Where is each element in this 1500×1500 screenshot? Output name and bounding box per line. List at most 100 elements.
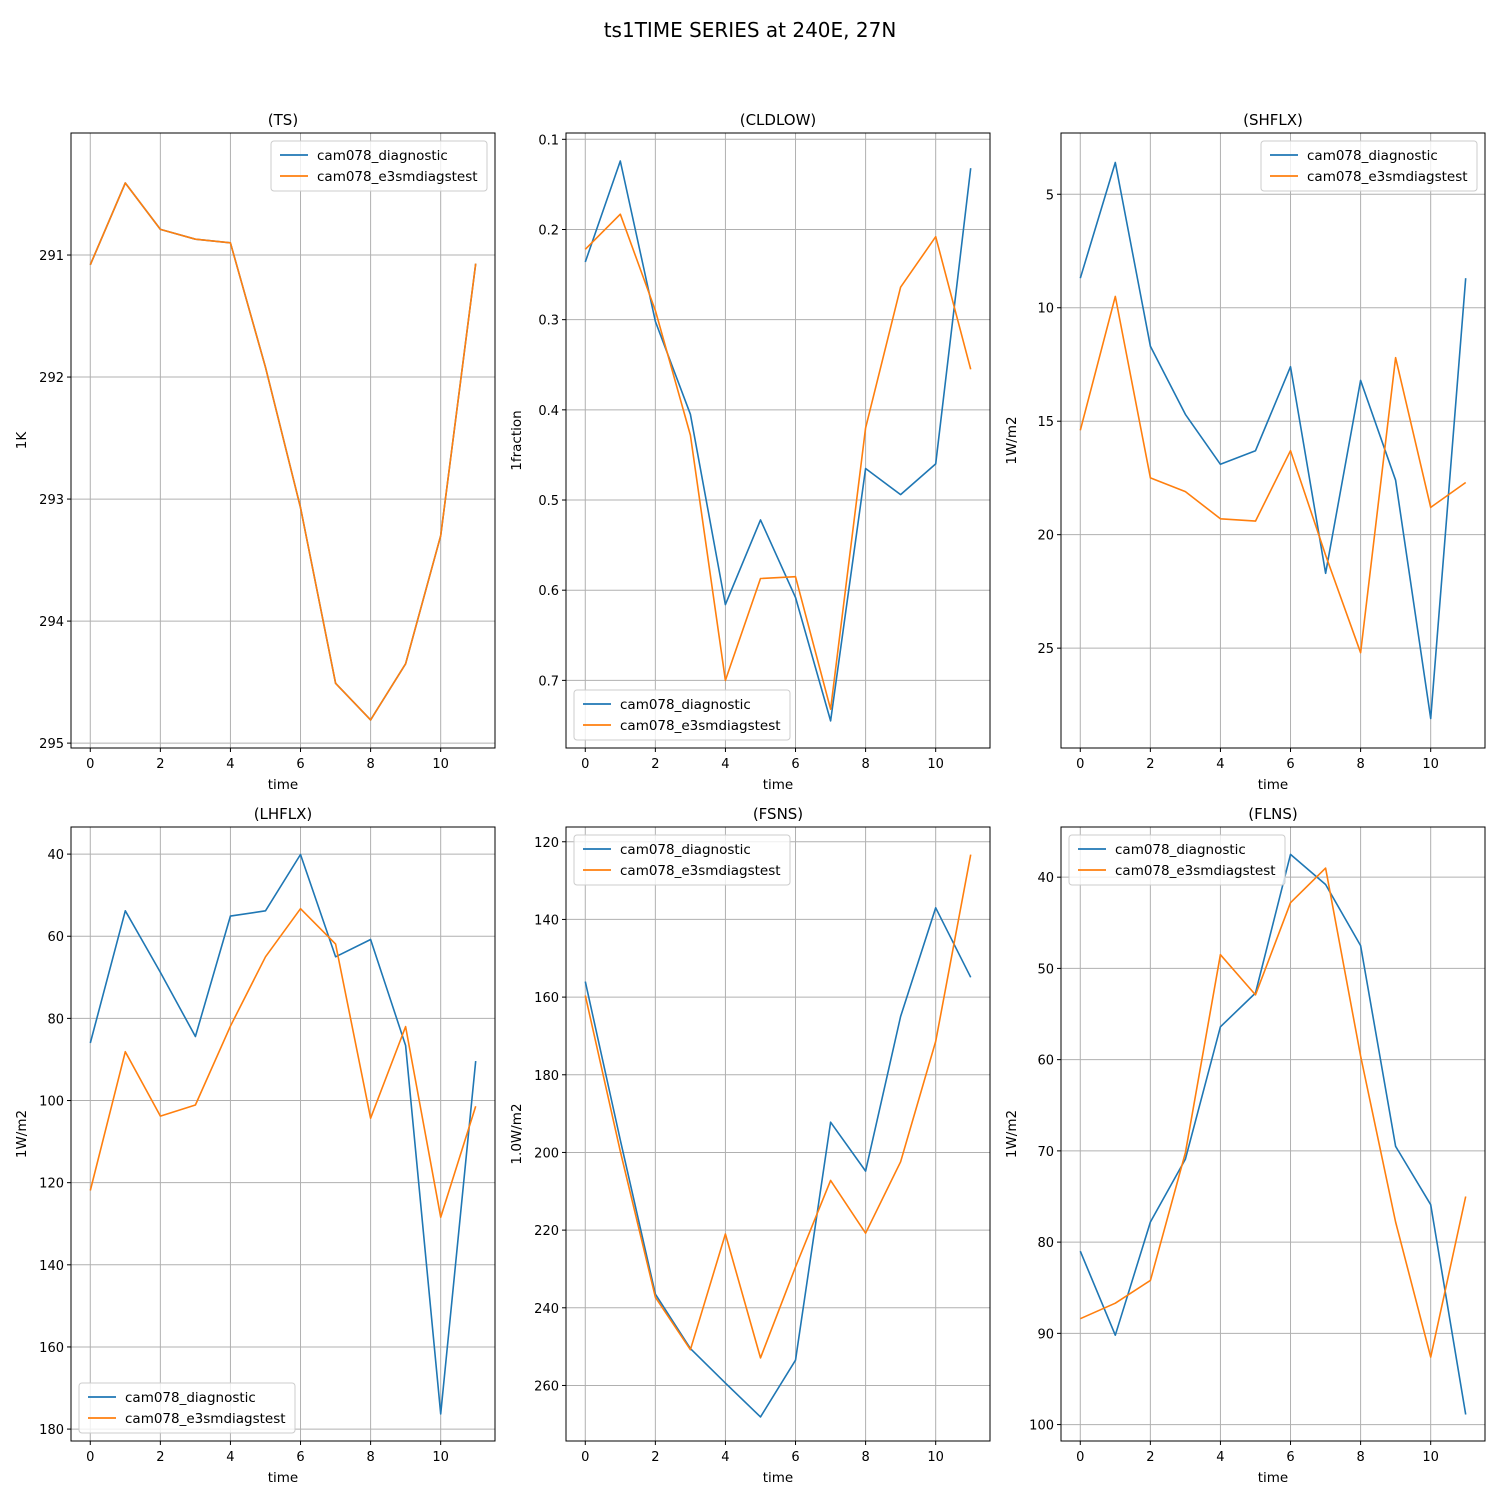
y-tick-label: 80 [47, 1012, 64, 1027]
x-tick-label: 0 [581, 757, 589, 772]
panels: (TS) 0 2 4 6 8 10 291 292 293 294 295 time 1K cam078_d… [14, 111, 1486, 1486]
legend: cam078_diagnostic cam078_e3smdiagstest [1260, 140, 1478, 192]
legend-label: cam078_diagnostic [620, 697, 751, 713]
x-tick-label: 4 [1216, 1450, 1224, 1465]
chart-panel-6: (FLNS) 0 2 4 6 8 10 40 50 60 70 80 90 100 time 1W/m2 cam… [1004, 805, 1486, 1486]
legend-label: cam078_diagnostic [1307, 148, 1438, 164]
x-tick-label: 6 [1286, 1450, 1294, 1465]
x-tick-label: 10 [432, 1450, 449, 1465]
y-tick-label: 140 [39, 1259, 64, 1274]
x-tick-label: 0 [86, 1450, 94, 1465]
panel-title: (LHFLX) [254, 805, 313, 823]
x-tick-label: 4 [721, 757, 729, 772]
x-tick-label: 4 [721, 1450, 729, 1465]
x-tick-label: 8 [366, 757, 374, 772]
legend-box [78, 1382, 296, 1434]
x-tick-label: 4 [226, 1450, 234, 1465]
panel-title: (SHFLX) [1243, 111, 1303, 129]
figure-title: ts1TIME SERIES at 240E, 27N [604, 18, 897, 42]
x-tick-label: 10 [432, 757, 449, 772]
y-tick-label: 0.4 [538, 404, 559, 419]
y-tick-label: 200 [534, 1146, 559, 1161]
series-line-cam078_e3smdiagstest [584, 213, 972, 711]
y-tick-label: 70 [1037, 1145, 1054, 1160]
series-line-cam078_diagnostic [584, 160, 972, 722]
series-line-cam078_diagnostic [89, 182, 477, 721]
x-tick-label: 6 [791, 1450, 799, 1465]
y-tick-label: 20 [1037, 529, 1054, 544]
chart-panel-1: (TS) 0 2 4 6 8 10 291 292 293 294 295 time 1K cam078_d… [14, 111, 496, 793]
x-tick-label: 4 [226, 757, 234, 772]
x-tick-label: 2 [651, 757, 659, 772]
x-tick-label: 8 [1356, 1450, 1364, 1465]
y-tick-label: 0.5 [538, 494, 559, 509]
panel-title: (TS) [268, 111, 298, 129]
axes-frame [565, 826, 991, 1442]
x-tick-label: 10 [1422, 757, 1439, 772]
series-line-cam078_diagnostic [1079, 853, 1467, 1415]
y-tick-label: 50 [1037, 962, 1054, 977]
y-tick-label: 260 [534, 1379, 559, 1394]
panel-title: (FLNS) [1248, 805, 1297, 823]
chart-panel-3: (SHFLX) 0 2 4 6 8 10 5 10 15 20 25 time 1W/m2 cam078_d… [1004, 111, 1486, 793]
series-line-cam078_diagnostic [1079, 161, 1467, 720]
y-tick-label: 294 [39, 615, 64, 630]
y-tick-label: 180 [39, 1423, 64, 1438]
y-tick-label: 40 [1037, 871, 1054, 886]
y-axis-label: 1W/m2 [1004, 1110, 1020, 1158]
y-tick-label: 120 [39, 1177, 64, 1192]
x-axis-label: time [763, 777, 794, 793]
legend-label: cam078_diagnostic [620, 842, 751, 858]
y-tick-label: 295 [39, 737, 64, 752]
x-tick-label: 0 [1076, 1450, 1084, 1465]
y-tick-label: 180 [534, 1069, 559, 1084]
x-tick-label: 2 [156, 757, 164, 772]
series-line-cam078_diagnostic [89, 853, 477, 1415]
y-tick-label: 0.6 [538, 584, 559, 599]
y-tick-label: 240 [534, 1302, 559, 1317]
x-tick-label: 10 [1422, 1450, 1439, 1465]
x-tick-label: 4 [1216, 757, 1224, 772]
x-tick-label: 8 [1356, 757, 1364, 772]
x-tick-label: 2 [1146, 757, 1154, 772]
chart-panel-4: (LHFLX) 0 2 4 6 8 10 40 60 80 100 120 140 160 180 time 1… [14, 805, 496, 1486]
legend-box [573, 834, 791, 886]
series-line-cam078_e3smdiagstest [89, 182, 477, 721]
legend-label: cam078_diagnostic [125, 1390, 256, 1406]
panel-title: (FSNS) [753, 805, 803, 823]
axes-frame [565, 132, 991, 749]
y-axis-label: 1W/m2 [14, 1110, 30, 1158]
x-tick-label: 6 [296, 757, 304, 772]
y-tick-label: 80 [1037, 1236, 1054, 1251]
x-tick-label: 0 [86, 757, 94, 772]
y-tick-label: 15 [1037, 415, 1054, 430]
x-tick-label: 8 [366, 1450, 374, 1465]
legend: cam078_diagnostic cam078_e3smdiagstest [78, 1382, 296, 1434]
y-tick-label: 292 [39, 371, 64, 386]
y-tick-label: 90 [1037, 1327, 1054, 1342]
chart-panel-5: (FSNS) 0 2 4 6 8 10 120 140 160 180 200 220 240 260 tim… [509, 805, 991, 1486]
legend-label: cam078_e3smdiagstest [125, 1411, 286, 1427]
legend-label: cam078_diagnostic [317, 148, 448, 164]
panel-title: (CLDLOW) [740, 111, 817, 129]
legend-label: cam078_e3smdiagstest [620, 718, 781, 734]
series-line-cam078_diagnostic [584, 906, 972, 1418]
legend: cam078_diagnostic cam078_e3smdiagstest [573, 834, 791, 886]
x-tick-label: 6 [1286, 757, 1294, 772]
legend-box [1260, 140, 1478, 192]
legend-label: cam078_diagnostic [1115, 842, 1246, 858]
y-tick-label: 0.7 [538, 674, 559, 689]
legend: cam078_diagnostic cam078_e3smdiagstest [573, 689, 791, 741]
y-tick-label: 60 [47, 930, 64, 945]
y-tick-label: 160 [39, 1341, 64, 1356]
axes-frame [70, 132, 496, 749]
axes-frame [1060, 132, 1486, 749]
chart-panel-2: (CLDLOW) 0 2 4 6 8 10 0.1 0.2 0.3 0.4 0.5 0.6 0.7 time… [509, 111, 991, 793]
legend-label: cam078_e3smdiagstest [317, 169, 478, 185]
x-axis-label: time [268, 777, 299, 793]
y-tick-label: 60 [1037, 1054, 1054, 1069]
axes-frame [1060, 826, 1486, 1442]
legend-label: cam078_e3smdiagstest [1115, 863, 1276, 879]
legend-label: cam078_e3smdiagstest [620, 863, 781, 879]
x-tick-label: 8 [861, 1450, 869, 1465]
